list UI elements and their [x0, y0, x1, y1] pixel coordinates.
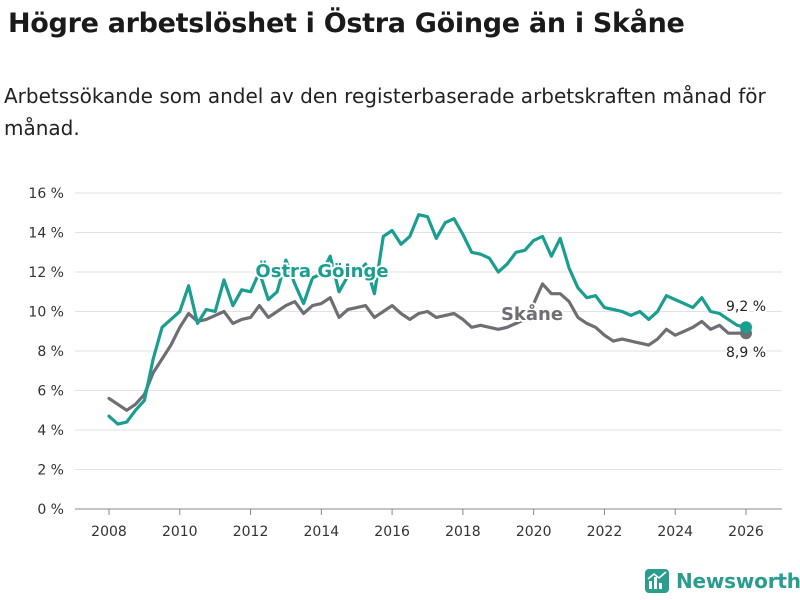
x-tick-label: 2016 — [374, 524, 410, 540]
x-tick-label: 2014 — [304, 524, 340, 540]
y-tick-label: 6 % — [37, 384, 64, 400]
series-label-skane: Skåne — [501, 303, 563, 325]
x-tick-label: 2024 — [657, 524, 693, 540]
y-tick-label: 12 % — [28, 265, 64, 281]
y-tick-label: 10 % — [28, 305, 64, 321]
series-line-ostra-goinge — [107, 213, 748, 426]
y-tick-label: 16 % — [28, 186, 64, 202]
x-axis: 2008 2010 2012 2014 2016 2018 2020 2022 2024 2026 — [91, 509, 764, 540]
end-marker-ostra-goinge — [740, 321, 752, 334]
gridlines — [75, 192, 782, 510]
brand-name: Newsworthy — [676, 569, 800, 593]
x-tick-label: 2026 — [728, 524, 764, 540]
x-tick-label: 2012 — [233, 524, 269, 540]
series-labels: Östra Göinge Skåne 9,2 % 8,9 % — [253, 258, 768, 363]
bar-chart-icon — [645, 569, 669, 593]
series-line-skane — [107, 282, 748, 412]
y-tick-label: 2 % — [37, 463, 64, 479]
x-tick-label: 2020 — [516, 524, 552, 540]
y-tick-label: 8 % — [37, 344, 64, 360]
end-label-skane: 8,9 % — [726, 345, 766, 361]
series-lines — [107, 213, 752, 426]
x-tick-label: 2010 — [162, 524, 198, 540]
end-label-ostra-goinge: 9,2 % — [726, 299, 766, 315]
chart-subtitle: Arbetssökande som andel av den registerb… — [4, 84, 766, 140]
y-tick-label: 0 % — [37, 502, 64, 518]
y-tick-label: 14 % — [28, 226, 64, 242]
series-label-ostra-goinge: Östra Göinge — [255, 260, 388, 282]
y-axis-ticks: 0 % 2 % 4 % 6 % 8 % 10 % 12 % 14 % 16 % — [28, 186, 64, 518]
x-tick-label: 2018 — [445, 524, 481, 540]
line-chart: 0 % 2 % 4 % 6 % 8 % 10 % 12 % 14 % 16 % 2008 2010… — [28, 186, 782, 540]
y-tick-label: 4 % — [37, 423, 64, 439]
chart-title: Högre arbetslöshet i Östra Göinge än i S… — [8, 8, 685, 39]
newsworthy-logo: Newsworthy — [644, 568, 800, 594]
x-tick-label: 2008 — [91, 524, 127, 540]
x-tick-label: 2022 — [587, 524, 623, 540]
